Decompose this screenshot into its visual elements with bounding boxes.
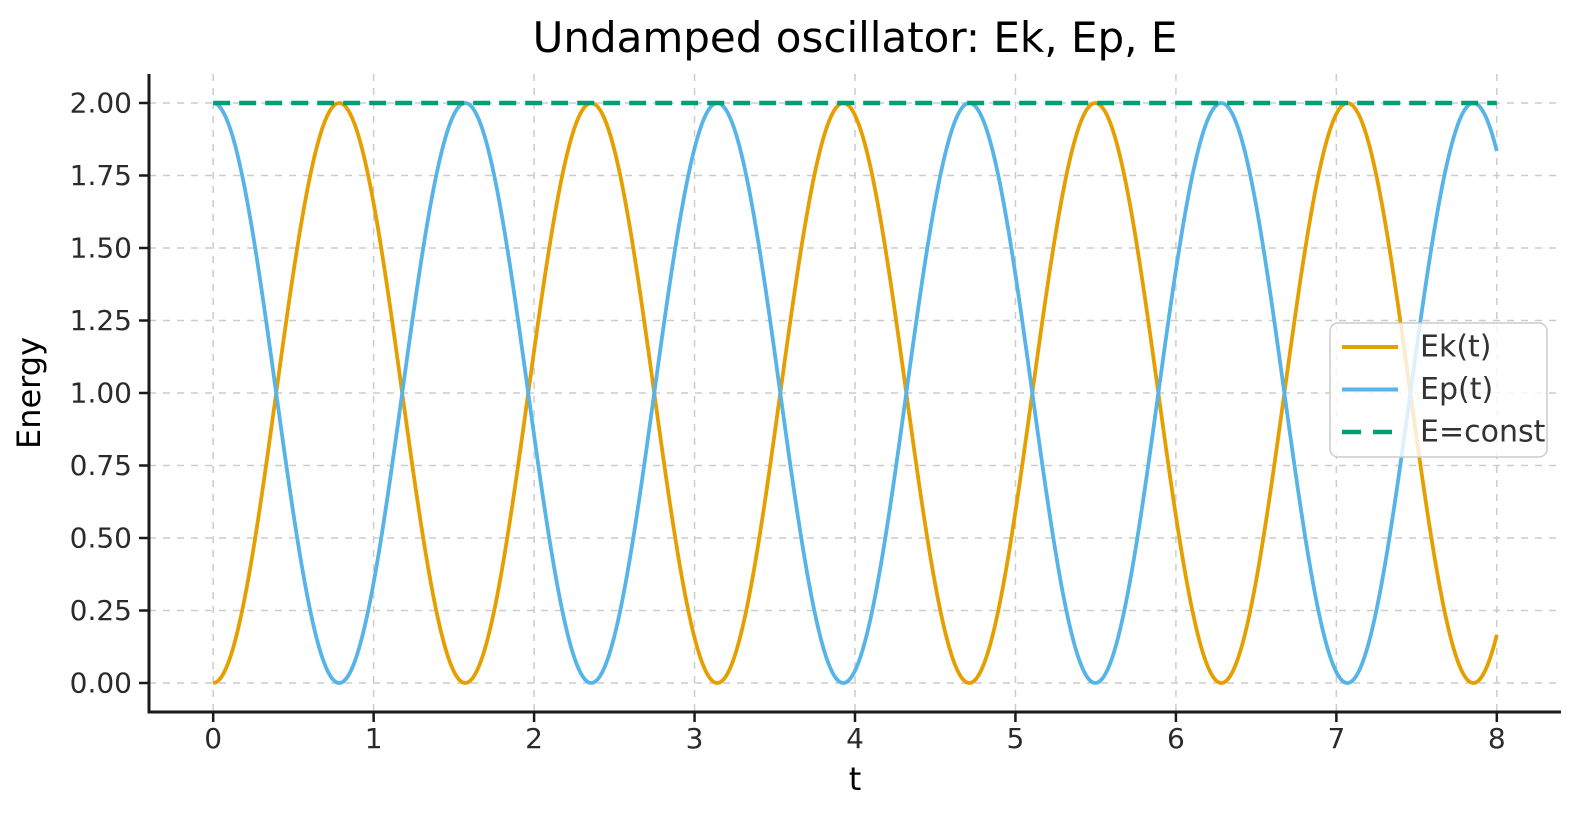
- grid: [149, 74, 1561, 712]
- y-tick-label: 1.75: [70, 159, 132, 192]
- legend-box: [1329, 322, 1548, 458]
- y-tick-label: 0.50: [70, 522, 132, 555]
- x-tick-label: 6: [1167, 722, 1185, 755]
- x-tick-label: 2: [525, 722, 543, 755]
- x-tick-label: 5: [1007, 722, 1025, 755]
- legend: Ek(t) Ep(t) E=const: [1329, 322, 1548, 458]
- axes: [139, 74, 1561, 722]
- x-axis-label: t: [849, 760, 862, 798]
- y-tick-label: 1.50: [70, 232, 132, 265]
- y-tick-label: 0.00: [70, 667, 132, 700]
- x-tick-label: 1: [365, 722, 383, 755]
- y-tick-label: 0.75: [70, 449, 132, 482]
- x-tick-label: 8: [1488, 722, 1506, 755]
- x-tick-label: 3: [686, 722, 704, 755]
- legend-label: E=const: [1420, 415, 1546, 450]
- x-tick-label: 7: [1327, 722, 1345, 755]
- y-tick-label: 2.00: [70, 87, 132, 120]
- tick-labels: 0 1 2 3 4 5 6 7 8 0.00 0.25 0.50 0.75 1.00 1.25 1.50 1.7…: [70, 87, 1506, 756]
- x-tick-label: 4: [846, 722, 864, 755]
- y-axis-label: Energy: [10, 337, 48, 449]
- y-tick-label: 1.00: [70, 377, 132, 410]
- chart-title: Undamped oscillator: Ek, Ep, E: [533, 13, 1178, 62]
- legend-label: Ek(t): [1420, 330, 1492, 365]
- legend-label: Ep(t): [1420, 372, 1493, 407]
- x-tick-label: 0: [204, 722, 222, 755]
- y-tick-label: 1.25: [70, 304, 132, 337]
- ep-curve: [212, 101, 1499, 685]
- ek-curve: [212, 101, 1499, 685]
- series-curves: [212, 100, 1499, 685]
- y-tick-label: 0.25: [70, 594, 132, 627]
